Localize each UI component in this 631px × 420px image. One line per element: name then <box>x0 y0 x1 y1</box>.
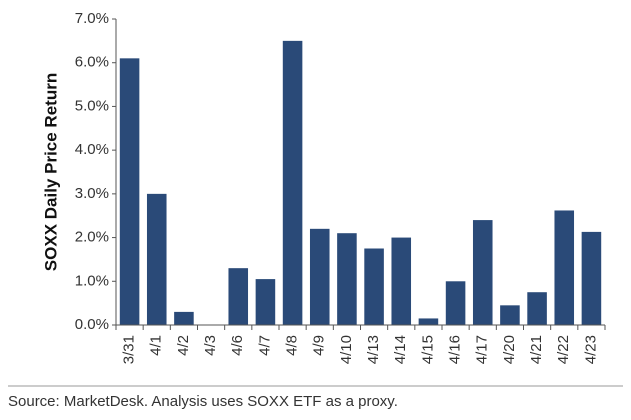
bar-4-15 <box>418 318 439 325</box>
x-tick-label: 4/9 <box>311 335 328 356</box>
bar-4-1 <box>146 193 167 325</box>
y-tick-label: 6.0% <box>75 54 109 71</box>
source-note: Source: MarketDesk. Analysis uses SOXX E… <box>8 393 398 410</box>
y-tick-label: 1.0% <box>75 272 109 289</box>
bar-4-10 <box>337 233 357 325</box>
bar-4-21 <box>527 292 547 325</box>
bar-4-22 <box>554 210 575 325</box>
x-tick-label: 4/1 <box>148 335 165 356</box>
bar-3-31 <box>119 58 140 326</box>
bar-4-20 <box>500 305 520 325</box>
x-tick-label: 4/22 <box>555 335 572 364</box>
x-tick-label: 4/14 <box>392 335 409 364</box>
x-tick-label: 4/16 <box>447 335 464 364</box>
x-tick-label: 4/17 <box>474 335 491 364</box>
x-tick-label: 4/15 <box>419 335 436 364</box>
y-tick-label: 7.0% <box>75 10 109 27</box>
x-tick-label: 4/10 <box>338 335 355 364</box>
x-tick-label: 3/31 <box>121 335 138 364</box>
x-tick-label: 4/8 <box>284 335 301 356</box>
y-tick-label: 5.0% <box>75 97 109 114</box>
bar-4-16 <box>445 281 466 325</box>
y-tick-label: 2.0% <box>75 229 109 246</box>
y-tick-label: 0.0% <box>75 316 109 333</box>
y-tick-label: 3.0% <box>75 185 109 202</box>
bar-4-9 <box>309 228 330 325</box>
bar-4-7 <box>255 279 276 325</box>
bar-group <box>119 40 602 326</box>
bar-4-2 <box>174 311 194 325</box>
bar-4-8 <box>282 40 303 326</box>
x-tick-label: 4/3 <box>202 335 219 356</box>
bar-4-17 <box>472 220 493 325</box>
bar-4-6 <box>228 268 249 325</box>
bar-4-14 <box>391 237 412 325</box>
y-axis-label: SOXX Daily Price Return <box>41 73 60 271</box>
x-tick-label: 4/7 <box>256 335 273 356</box>
x-tick-label: 4/23 <box>582 335 599 364</box>
y-tick-group: 0.0% 1.0% 2.0% 3.0% 4.0% 5.0% 6.0% 7.0% <box>75 10 116 333</box>
y-tick-label: 4.0% <box>75 141 109 158</box>
x-tick-label: 4/6 <box>229 335 246 356</box>
x-tick-group: 3/31 4/1 4/2 4/3 4/6 4/7 4/8 4/9 4/10 4/13 4/14 4/1… <box>115 325 606 364</box>
bar-4-13 <box>364 248 384 325</box>
x-tick-label: 4/20 <box>501 335 518 364</box>
x-tick-label: 4/2 <box>175 335 192 356</box>
bar-4-23 <box>581 231 602 325</box>
x-tick-label: 4/13 <box>365 335 382 364</box>
x-tick-label: 4/21 <box>528 335 545 364</box>
